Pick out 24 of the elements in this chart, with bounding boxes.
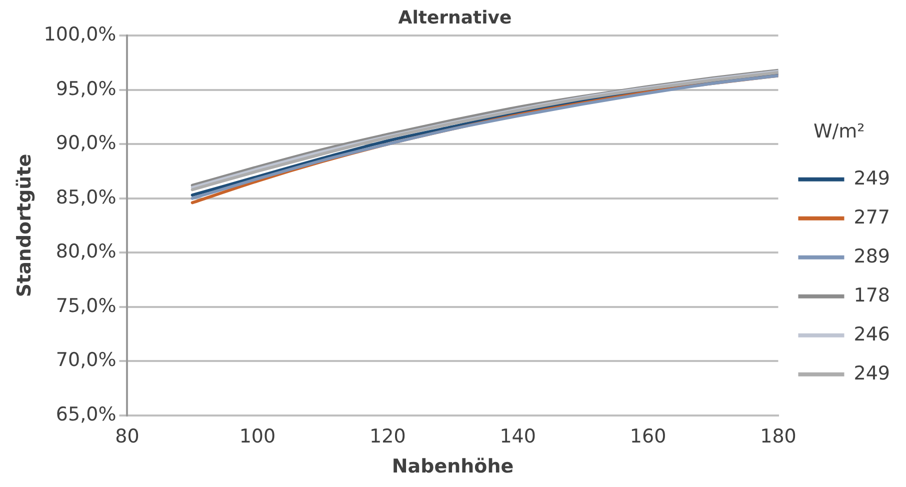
legend-label: 289 <box>854 245 890 268</box>
y-tick-label: 70,0% <box>56 349 116 372</box>
y-tick-label: 90,0% <box>56 132 116 154</box>
y-axis-title: Standortgüte <box>13 154 36 298</box>
legend-title: W/m² <box>813 120 865 143</box>
legend-label: 246 <box>854 323 890 346</box>
legend-label: 277 <box>854 206 890 228</box>
x-tick-label: 180 <box>760 426 796 448</box>
x-tick-label: 100 <box>239 426 276 448</box>
x-tick-label: 80 <box>115 426 140 448</box>
y-tick-label: 85,0% <box>56 186 116 208</box>
x-tick-label: 140 <box>500 426 536 448</box>
legend-label: 249 <box>854 362 890 384</box>
chart-title: Alternative <box>398 7 512 28</box>
y-tick-label: 95,0% <box>56 78 116 100</box>
x-tick-label: 120 <box>370 426 406 448</box>
y-tick-label: 65,0% <box>56 403 116 426</box>
x-tick-label: 160 <box>630 426 666 448</box>
x-axis-title: Nabenhöhe <box>392 456 514 478</box>
legend-label: 249 <box>854 167 890 190</box>
y-tick-label: 100,0% <box>44 24 116 46</box>
y-tick-label: 80,0% <box>56 240 116 263</box>
y-tick-label: 75,0% <box>56 294 116 317</box>
legend-label: 178 <box>854 284 890 306</box>
